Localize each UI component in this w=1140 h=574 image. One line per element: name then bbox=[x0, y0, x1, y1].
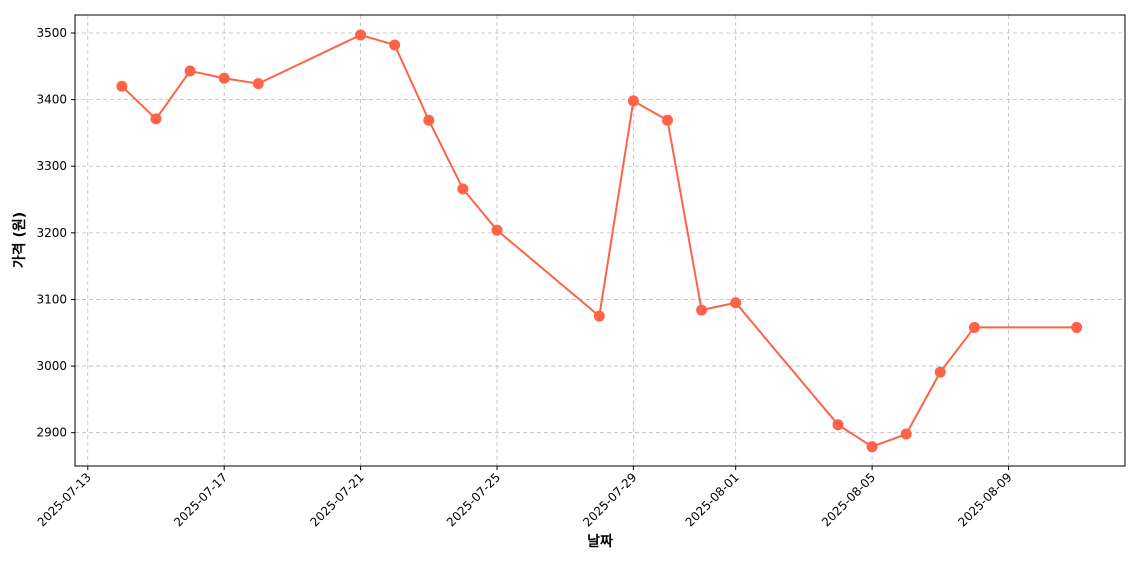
point bbox=[218, 72, 230, 84]
point bbox=[355, 29, 367, 41]
point bbox=[627, 95, 639, 107]
y-tick-label: 3300 bbox=[36, 159, 67, 173]
x-tick-label: 2025-07-17 bbox=[171, 470, 230, 529]
point bbox=[730, 297, 742, 309]
point bbox=[832, 419, 844, 431]
x-tick-label: 2025-07-29 bbox=[580, 470, 639, 529]
x-tick-label: 2025-08-05 bbox=[819, 470, 878, 529]
point bbox=[696, 304, 708, 316]
point bbox=[423, 114, 435, 126]
x-tick-label: 2025-07-21 bbox=[307, 470, 366, 529]
point bbox=[934, 366, 946, 378]
point bbox=[593, 310, 605, 322]
point bbox=[1071, 321, 1083, 333]
x-tick-label: 2025-08-09 bbox=[955, 470, 1014, 529]
y-tick-label: 2900 bbox=[36, 426, 67, 440]
point bbox=[491, 224, 503, 236]
y-tick-label: 3200 bbox=[36, 226, 67, 240]
y-tick-label: 3400 bbox=[36, 93, 67, 107]
line bbox=[121, 33, 1077, 448]
y-tick-label: 3500 bbox=[36, 26, 67, 40]
x-tick-label: 2025-08-01 bbox=[683, 470, 742, 529]
point bbox=[866, 441, 878, 453]
x-tick-label: 2025-07-25 bbox=[444, 470, 503, 529]
point bbox=[252, 78, 264, 90]
point bbox=[150, 113, 162, 125]
x-axis-label: 날짜 bbox=[587, 534, 613, 550]
point bbox=[661, 114, 673, 126]
x-tick-label: 2025-07-13 bbox=[35, 470, 94, 529]
y-tick-label: 3000 bbox=[36, 359, 67, 373]
plot-frame bbox=[74, 14, 1126, 467]
y-axis-label: 가격 (원) bbox=[11, 212, 28, 268]
point bbox=[900, 428, 912, 440]
point bbox=[389, 39, 401, 51]
point bbox=[968, 321, 980, 333]
point bbox=[184, 65, 196, 77]
point bbox=[116, 80, 128, 92]
point bbox=[457, 183, 469, 195]
y-tick-label: 3100 bbox=[36, 292, 67, 306]
